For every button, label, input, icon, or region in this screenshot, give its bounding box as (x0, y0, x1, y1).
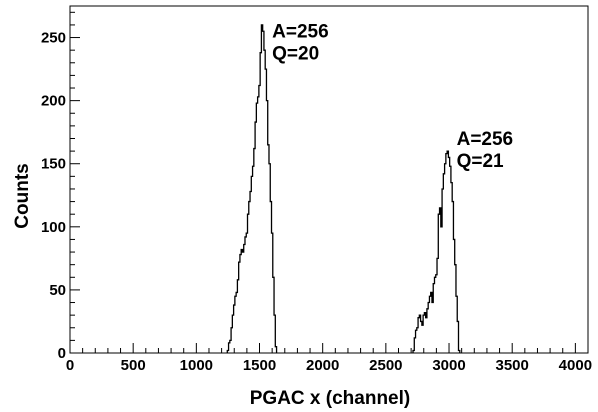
histogram-peak-2 (412, 150, 461, 353)
plot-frame (69, 5, 589, 354)
peak-annotation-1-line-2: Q=20 (272, 44, 319, 65)
peak-annotation-1-line-1: A=256 (272, 22, 329, 43)
x-tick-label: 1000 (180, 357, 213, 374)
y-tick-label: 100 (41, 219, 66, 236)
x-tick-label: 2000 (306, 357, 339, 374)
x-tick-label: 4000 (559, 357, 592, 374)
y-axis-title: Counts (12, 163, 33, 228)
x-axis-title: PGAC x (channel) (250, 388, 410, 409)
y-tick-label: 0 (58, 345, 66, 362)
x-tick-label: 1500 (243, 357, 276, 374)
y-tick-label: 50 (49, 282, 66, 299)
y-tick-label: 200 (41, 93, 66, 110)
peak-annotation-2-line-1: A=256 (457, 129, 514, 150)
x-tick-label: 3500 (496, 357, 529, 374)
y-tick-label: 250 (41, 30, 66, 47)
x-tick-label: 2500 (369, 357, 402, 374)
histogram-peak-1 (226, 24, 278, 353)
peak-annotation-2-line-2: Q=21 (457, 151, 504, 172)
y-tick-label: 150 (41, 156, 66, 173)
x-tick-label: 3000 (432, 357, 465, 374)
x-tick-label: 0 (66, 357, 74, 374)
x-tick-label: 500 (121, 357, 146, 374)
